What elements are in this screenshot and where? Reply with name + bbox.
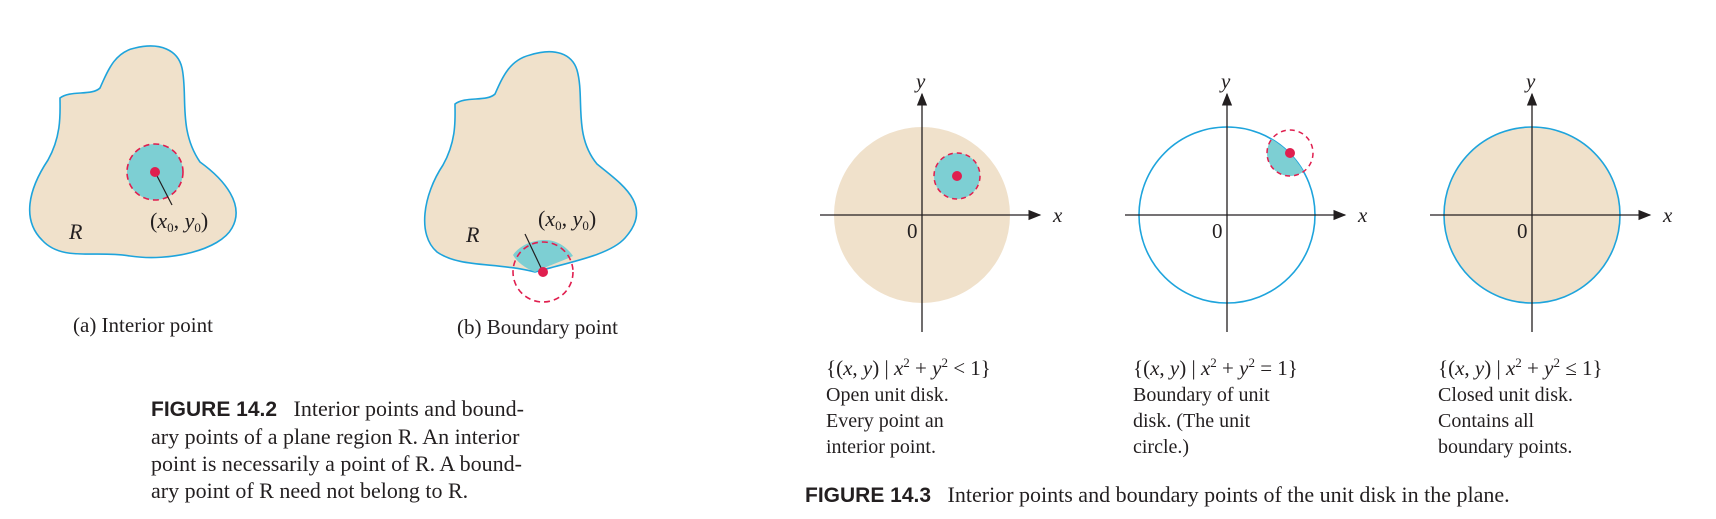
desc-closed-1: Closed unit disk. (1438, 384, 1574, 406)
set-unit-circle: {(x, y) | x2 + y2 = 1} (1133, 355, 1298, 380)
desc-circle-1: Boundary of unit (1133, 384, 1270, 406)
figure-14-2-caption: FIGURE 14.2 Interior points and bound- a… (151, 395, 591, 504)
set-closed-disk: {(x, y) | x2 + y2 ≤ 1} (1438, 355, 1603, 380)
y-axis-label-3: y (1524, 70, 1536, 93)
caption-line-3: point is necessarily a point of R. A bou… (151, 451, 522, 476)
figure-14-3-caption: FIGURE 14.3 Interior points and boundary… (805, 481, 1510, 509)
boundary-neighborhood-inside (513, 240, 573, 272)
desc-closed-2: Contains all (1438, 410, 1535, 432)
region-label-a: R (69, 219, 83, 244)
set-open-disk: {(x, y) | x2 + y2 < 1} (826, 355, 991, 380)
boundary-point-dot-circle (1285, 148, 1295, 158)
origin-label-3: 0 (1517, 219, 1528, 243)
desc-circle-2: disk. (The unit (1133, 410, 1251, 432)
x-axis-label-2: x (1357, 203, 1368, 227)
neighborhood-boundary-outline (1266, 129, 1314, 177)
origin-label-2: 0 (1212, 219, 1223, 243)
figure-14-2-panel-b (423, 50, 638, 303)
figure-14-3-number: FIGURE 14.3 (805, 484, 932, 507)
desc-closed-disk: Closed unit disk. Contains all boundary … (1438, 382, 1573, 460)
y-axis-label-2: y (1219, 70, 1231, 93)
desc-open-1: Open unit disk. (826, 384, 949, 406)
figure-14-3-panel-unit-circle: x y 0 (1125, 70, 1368, 332)
pointer-line-b (524, 233, 544, 273)
caption-line-4: ary point of R need not belong to R. (151, 478, 469, 503)
caption-line-2: ary points of a plane region R. An inter… (151, 424, 520, 449)
desc-open-2: Every point an (826, 410, 944, 432)
desc-open-disk: Open unit disk. Every point an interior … (826, 382, 949, 460)
x-axis-label-3: x (1662, 203, 1673, 227)
boundary-point-dot (538, 267, 548, 277)
interior-neighborhood-outline (126, 143, 184, 201)
desc-closed-3: boundary points. (1438, 436, 1573, 458)
region-label-b: R (466, 222, 480, 247)
figure-14-3-panel-open-disk: x y 0 (820, 70, 1063, 332)
point-label-b: (x0, y0) (538, 206, 597, 233)
point-label-a: (x0, y0) (150, 208, 209, 235)
y-axis-label: y (914, 70, 926, 93)
pointer-line (154, 171, 173, 206)
region-r-blob-b (423, 50, 638, 273)
figure-14-3-caption-text: Interior points and boundary points of t… (947, 482, 1510, 507)
caption-interior-point: (a) Interior point (73, 313, 213, 337)
boundary-neighborhood-outline (512, 241, 574, 303)
interior-point-dot (150, 167, 160, 177)
caption-line-1: Interior points and bound- (293, 396, 524, 421)
figure-14-2-number: FIGURE 14.2 (151, 398, 278, 421)
desc-unit-circle: Boundary of unit disk. (The unit circle.… (1133, 382, 1270, 460)
figure-14-3-panel-closed-disk: x y 0 (1430, 70, 1673, 332)
x-axis-label: x (1052, 203, 1063, 227)
origin-label: 0 (907, 219, 918, 243)
region-r-blob (28, 45, 237, 259)
neighborhood-open-outline (933, 152, 981, 200)
desc-open-3: interior point. (826, 436, 936, 458)
caption-boundary-point: (b) Boundary point (457, 315, 618, 339)
desc-circle-3: circle.) (1133, 436, 1190, 458)
interior-point-dot-open (952, 171, 962, 181)
figure-14-2-panel-a (28, 45, 237, 259)
